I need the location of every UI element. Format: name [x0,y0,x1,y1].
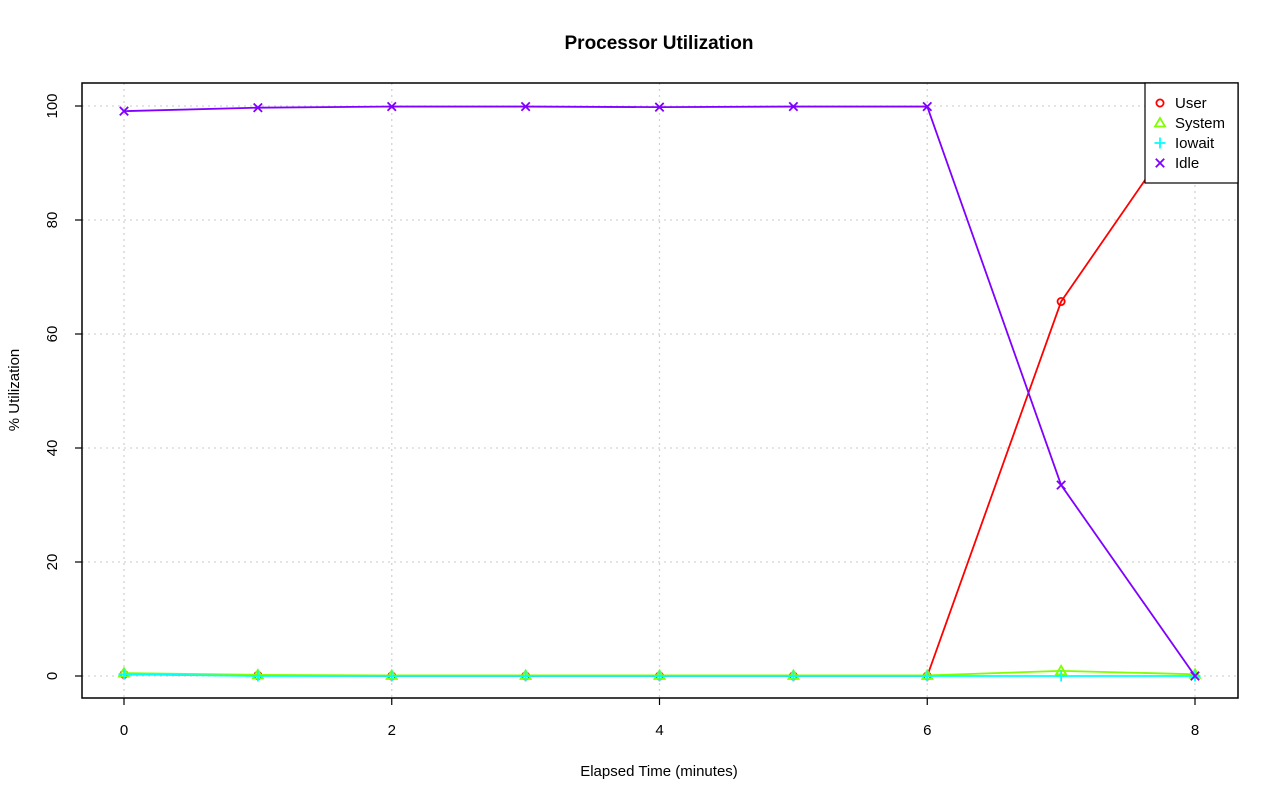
data-point-idle [520,101,531,112]
y-tick-label: 20 [44,554,61,571]
legend-label-iowait: Iowait [1175,135,1215,152]
y-axis-label: % Utilization [6,349,23,432]
data-point-iowait [654,670,665,682]
data-point-idle [119,106,129,116]
data-point-iowait [1055,670,1067,682]
legend: User System Iowait Idle [1144,82,1239,184]
grid [82,83,1238,698]
legend-label-user: User [1175,95,1207,112]
x-tick-label: 6 [923,722,931,739]
data-point-iowait [118,668,130,680]
y-tick-label: 80 [44,212,61,229]
series-layer [117,101,1202,682]
series-idle [119,101,1200,681]
chart-title: Processor Utilization [565,33,754,54]
data-point-iowait [921,670,933,682]
legend-item-idle: Idle [1155,155,1199,172]
data-point-idle [1190,671,1200,681]
data-point-iowait [520,670,532,682]
data-point-user [1056,297,1066,307]
data-point-idle [386,101,397,112]
data-point-idle [654,102,665,112]
legend-marker-idle [1155,158,1165,168]
data-point-idle [253,102,263,113]
legend-marker-user [1155,98,1165,108]
x-axis: 0 2 4 6 8 [120,698,1199,739]
legend-label-idle: Idle [1175,155,1199,172]
legend-item-user: User [1155,95,1207,112]
legend-marker-iowait [1154,137,1166,149]
data-point-iowait [386,670,398,682]
y-tick-label: 60 [44,326,61,343]
x-tick-label: 0 [120,722,128,739]
legend-marker-system [1153,116,1167,128]
series-iowait [118,668,1201,682]
x-tick-label: 2 [388,722,396,739]
data-point-idle [922,101,933,112]
legend-item-iowait: Iowait [1154,135,1215,152]
data-point-iowait [252,670,264,682]
legend-item-system: System [1153,115,1225,132]
x-axis-label: Elapsed Time (minutes) [580,763,738,780]
data-point-idle [788,101,799,112]
data-point-idle [1056,480,1066,490]
x-tick-label: 4 [655,722,663,739]
y-tick-label: 100 [44,93,61,118]
y-tick-label: 40 [44,440,61,457]
data-point-iowait [787,670,799,682]
x-tick-label: 8 [1191,722,1199,739]
legend-label-system: System [1175,115,1225,132]
y-axis: 0 20 40 60 80 100 [44,93,82,680]
y-tick-label: 0 [44,672,61,680]
